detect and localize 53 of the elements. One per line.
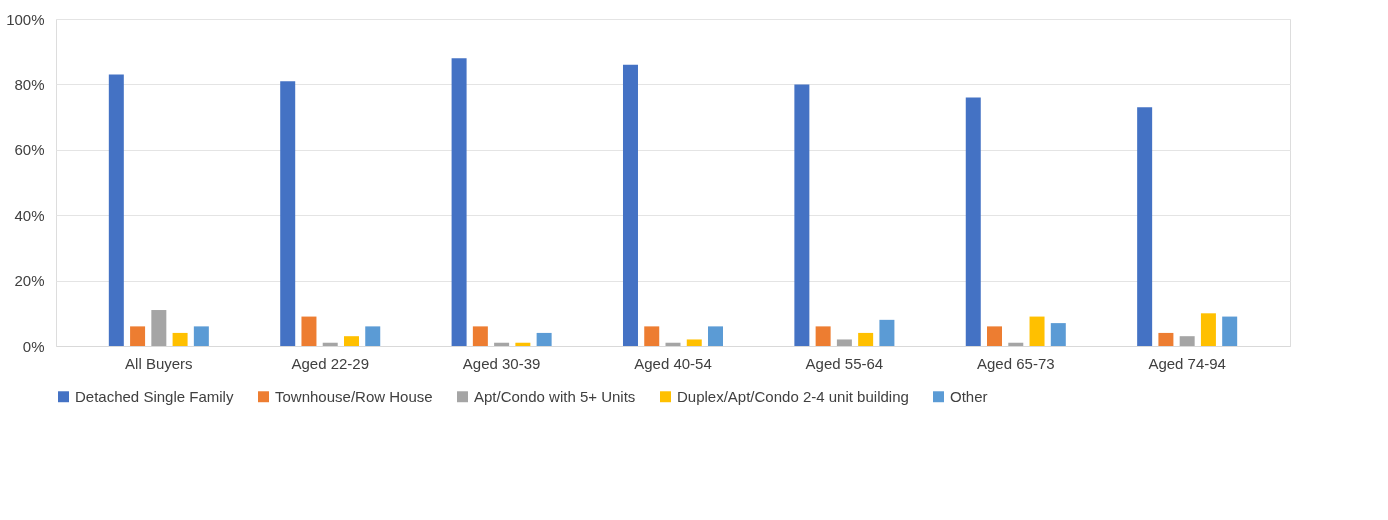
bar — [1137, 107, 1153, 346]
bar — [151, 310, 167, 346]
bar — [1200, 313, 1216, 346]
bar — [1050, 323, 1066, 346]
bar — [858, 332, 874, 346]
bar — [515, 342, 531, 346]
y-tick-label: 40% — [14, 206, 45, 224]
bar — [1158, 332, 1174, 346]
bar — [172, 332, 188, 346]
bar — [322, 342, 338, 346]
x-tick-label: Aged 65-73 — [976, 354, 1055, 372]
legend-label: Townhouse/Row House — [275, 387, 433, 405]
bar — [708, 326, 724, 346]
bar — [1029, 316, 1045, 346]
y-tick-label: 0% — [22, 337, 45, 355]
bar — [451, 58, 467, 346]
legend-label: Detached Single Family — [75, 387, 234, 405]
bar — [686, 339, 702, 346]
legend-label: Duplex/Apt/Condo 2-4 unit building — [677, 387, 909, 405]
legend-label: Apt/Condo with 5+ Units — [474, 387, 636, 405]
y-tick-label: 20% — [14, 272, 45, 290]
bar — [879, 319, 895, 346]
bar — [622, 64, 638, 346]
x-tick-label: Aged 55-64 — [805, 354, 884, 372]
y-tick-label: 80% — [14, 75, 45, 93]
bar — [472, 326, 488, 346]
bar — [965, 97, 981, 346]
bar — [280, 81, 296, 346]
bar — [987, 326, 1003, 346]
bar — [343, 336, 359, 346]
x-tick-label: Aged 30-39 — [462, 354, 541, 372]
bar — [1008, 342, 1024, 346]
x-tick-label: Aged 40-54 — [634, 354, 712, 372]
bar — [836, 339, 852, 346]
bar — [815, 326, 831, 346]
x-tick-label: All Buyers — [125, 354, 193, 372]
bar — [1222, 316, 1238, 346]
x-tick-label: Aged 74-94 — [1148, 354, 1226, 372]
bar — [665, 342, 681, 346]
bar — [644, 326, 660, 346]
bar — [365, 326, 381, 346]
bar — [536, 332, 552, 346]
bar — [301, 316, 317, 346]
bar — [130, 326, 146, 346]
x-tick-label: Aged 22-29 — [291, 354, 370, 372]
bar — [494, 342, 510, 346]
bar — [108, 74, 124, 346]
bar — [193, 326, 209, 346]
bar — [794, 84, 810, 346]
y-tick-label: 100% — [6, 10, 45, 28]
legend-label: Other — [950, 387, 988, 405]
bar — [1179, 336, 1195, 346]
y-tick-label: 60% — [14, 141, 45, 159]
